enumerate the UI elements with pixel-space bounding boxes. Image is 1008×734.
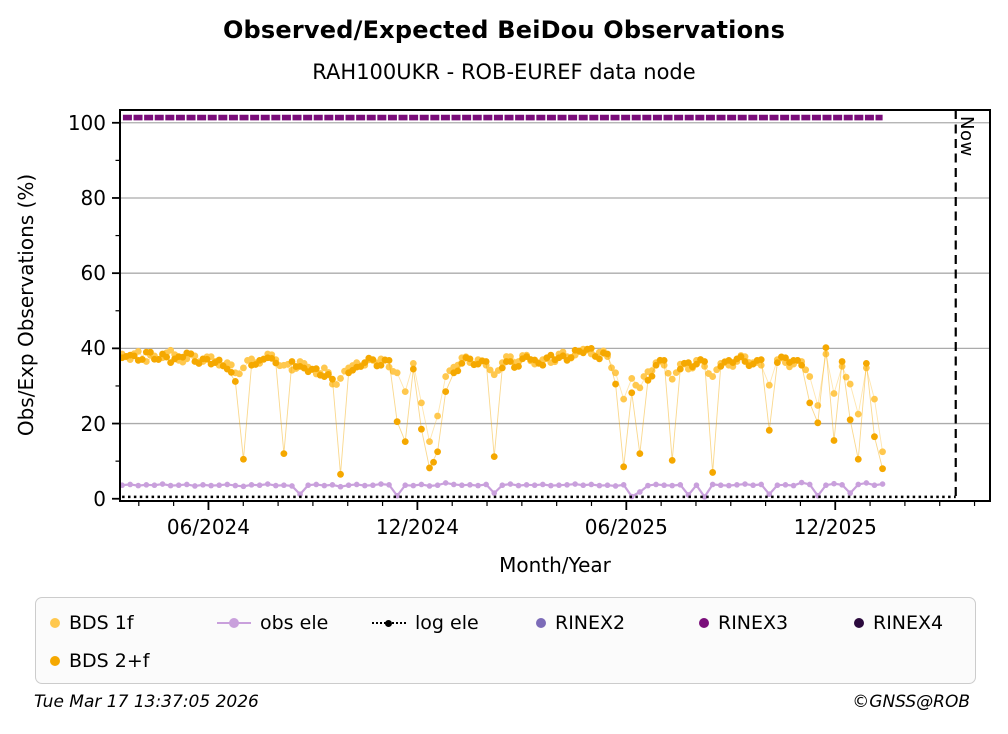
- x-tick-label: 12/2024: [375, 515, 459, 539]
- x-tick-label: 06/2024: [166, 515, 250, 539]
- x-tick-label: 12/2025: [793, 515, 877, 539]
- y-tick-label: 80: [80, 185, 106, 210]
- now-marker-label: Now: [956, 116, 977, 157]
- data-series: [120, 114, 956, 500]
- legend-label: BDS 1f: [69, 612, 134, 634]
- y-tick-label: 20: [80, 411, 106, 436]
- legend-label: obs ele: [260, 612, 329, 634]
- y-tick-label: 40: [80, 336, 106, 361]
- x-axis-label: Month/Year: [499, 553, 611, 577]
- legend-label: RINEX3: [718, 612, 789, 634]
- copyright-credit: ©GNSS@ROB: [852, 692, 970, 712]
- chart-title: Observed/Expected BeiDou Observations: [222, 16, 786, 44]
- legend-item-rinex2: RINEX2: [536, 610, 625, 636]
- y-tick-label: 100: [67, 110, 106, 135]
- y-tick-label: 60: [80, 261, 106, 286]
- plot-border: [119, 109, 991, 502]
- rinex3-dot-icon: [699, 618, 709, 628]
- legend-item-bds-2f: BDS 2+f: [50, 648, 149, 674]
- rinex2-dot-icon: [536, 618, 546, 628]
- legend-item-rinex4: RINEX4: [854, 610, 943, 636]
- plot-timestamp: Tue Mar 17 13:37:05 2026: [34, 692, 259, 712]
- legend: BDS 1f obs ele log ele RINEX2 RINEX3 RIN…: [35, 597, 976, 684]
- legend-label: RINEX4: [873, 612, 944, 634]
- x-tick-label: 06/2025: [584, 515, 668, 539]
- y-tick-label: 0: [93, 486, 106, 511]
- legend-label: RINEX2: [555, 612, 626, 634]
- bds-2f-dot-icon: [50, 656, 60, 666]
- legend-item-obs-ele: obs ele: [217, 610, 328, 636]
- legend-label: BDS 2+f: [69, 650, 150, 672]
- rinex4-dot-icon: [854, 618, 864, 628]
- log-ele-dotted-line-icon: [372, 618, 406, 628]
- legend-item-rinex3: RINEX3: [699, 610, 788, 636]
- obs-ele-line-dot-icon: [217, 618, 251, 628]
- bds-1f-dot-icon: [50, 618, 60, 628]
- legend-item-bds-1f: BDS 1f: [50, 610, 134, 636]
- legend-item-log-ele: log ele: [372, 610, 479, 636]
- chart-subtitle: RAH100UKR - ROB-EUREF data node: [312, 60, 696, 84]
- legend-label: log ele: [415, 612, 479, 634]
